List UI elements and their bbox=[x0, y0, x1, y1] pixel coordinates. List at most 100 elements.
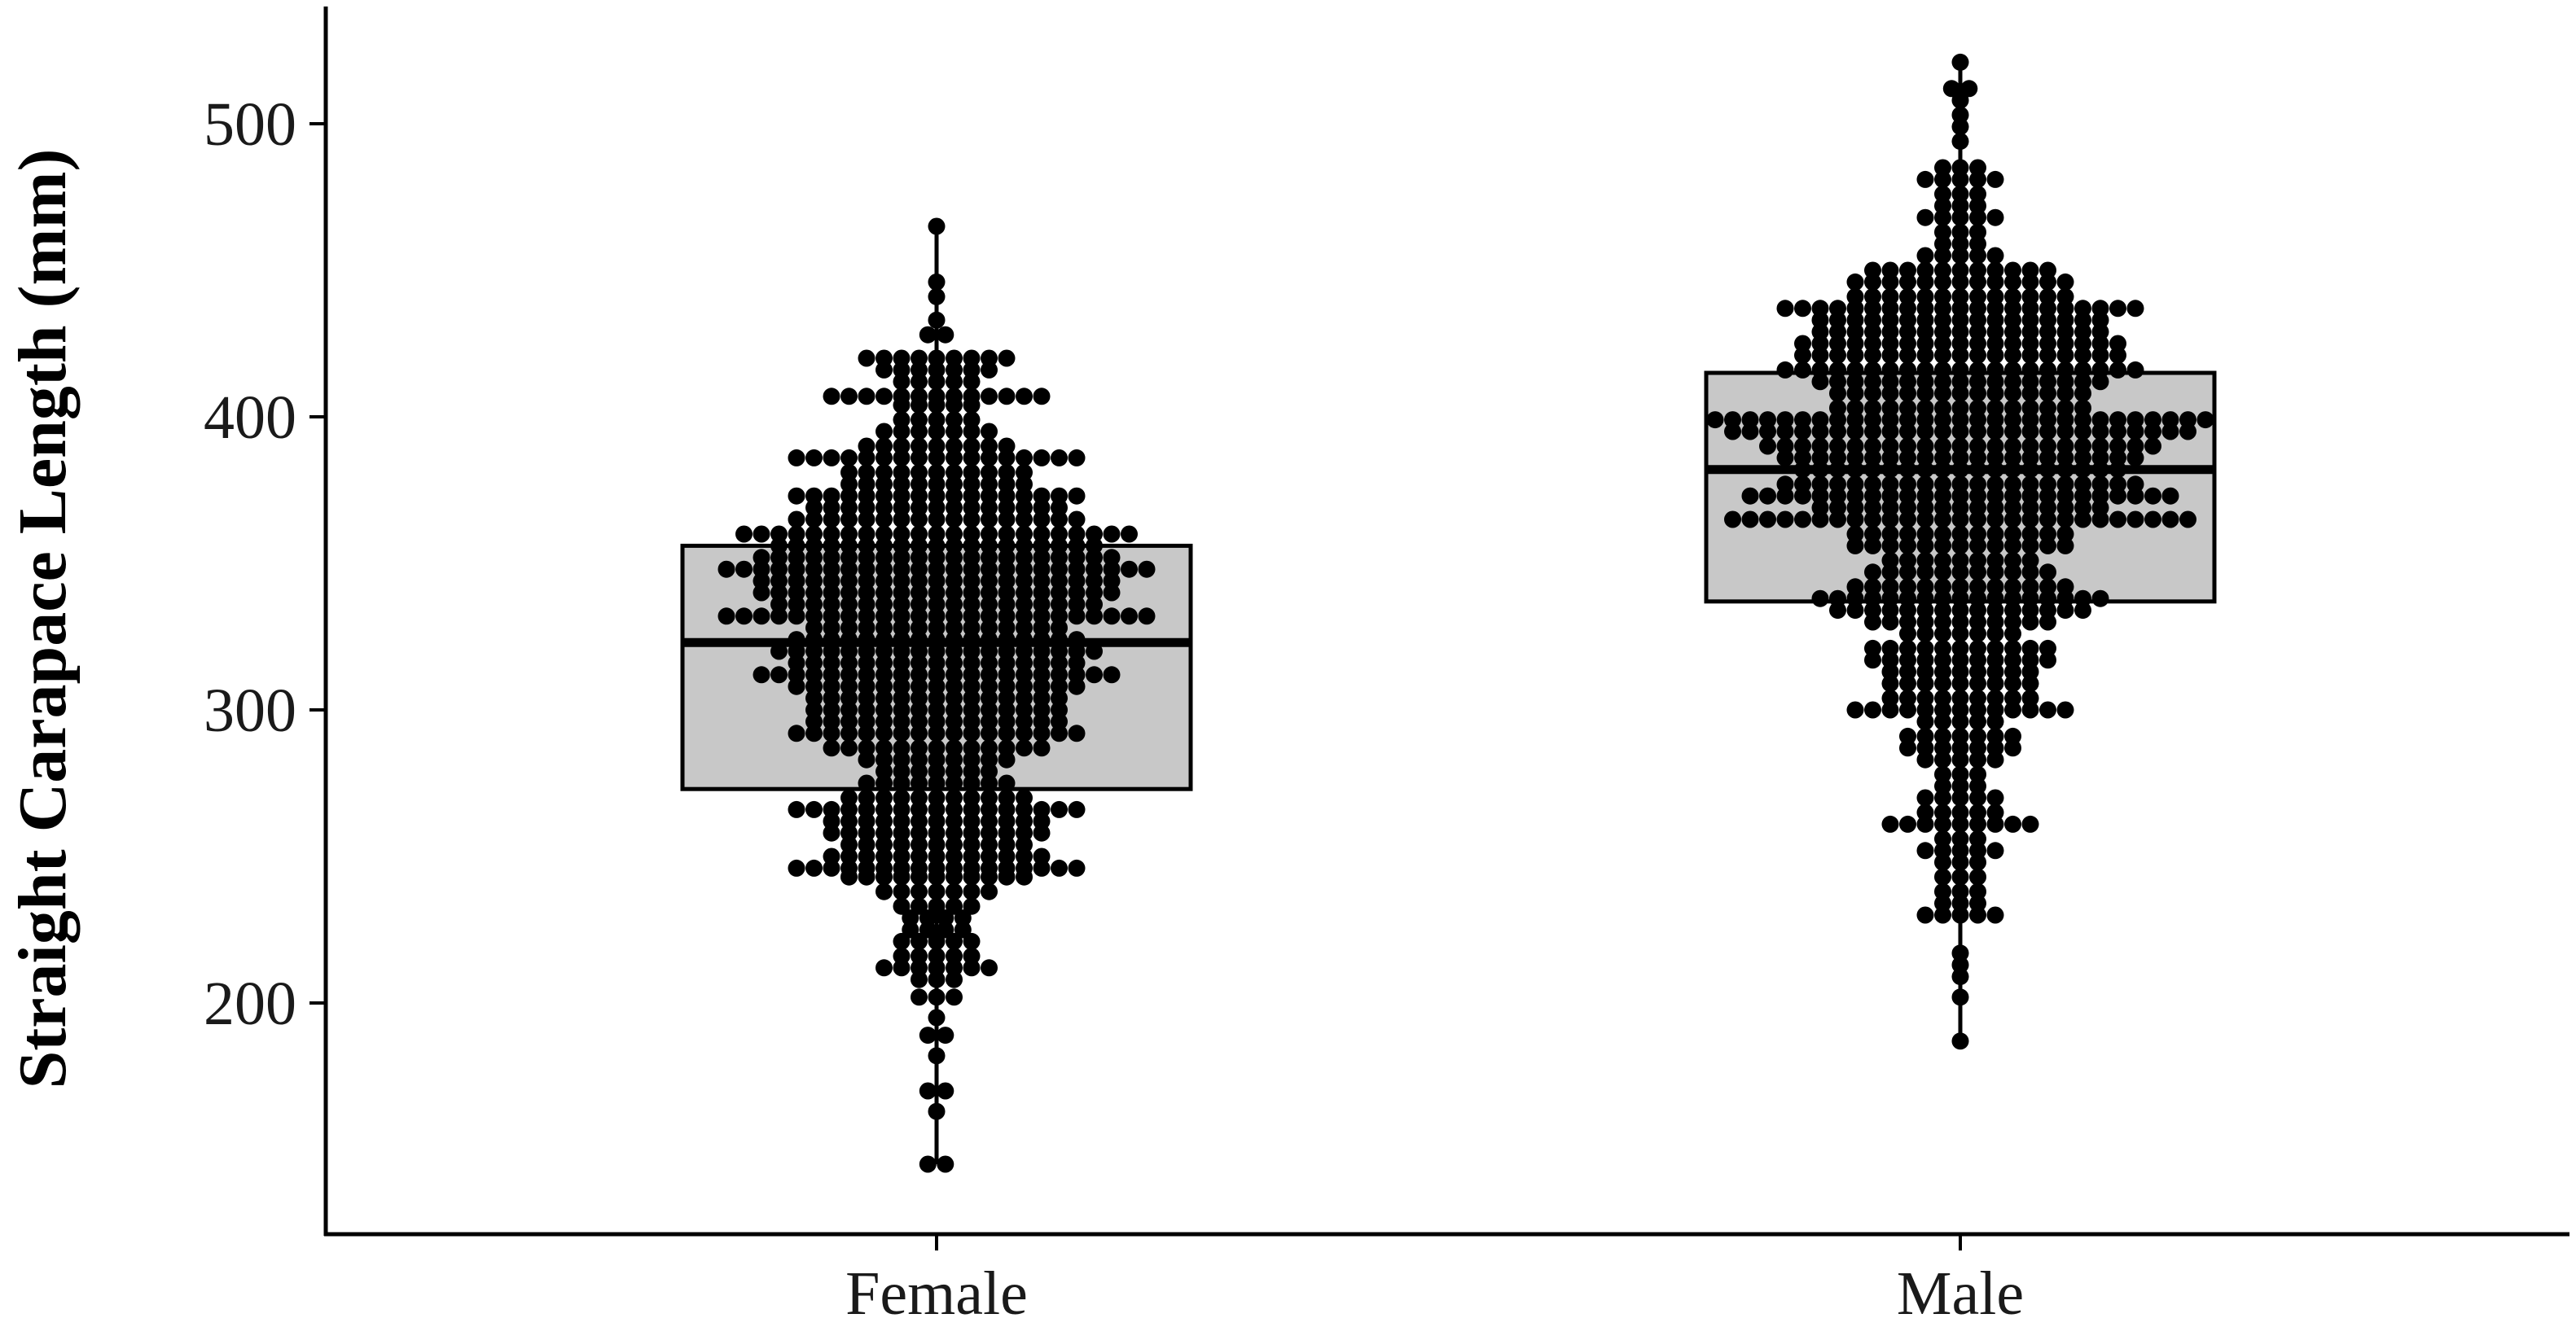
data-point-male bbox=[1934, 842, 1951, 860]
data-point-male bbox=[1951, 118, 1969, 136]
data-point-male bbox=[2074, 487, 2091, 505]
data-point-female bbox=[805, 642, 823, 660]
data-point-female bbox=[1016, 572, 1033, 590]
data-point-female bbox=[875, 712, 893, 730]
data-point-male bbox=[1759, 411, 1776, 429]
data-point-male bbox=[2144, 510, 2161, 528]
data-point-female bbox=[840, 560, 858, 578]
data-point-male bbox=[1934, 411, 1951, 429]
data-point-female bbox=[770, 549, 788, 567]
data-point-female bbox=[823, 619, 840, 637]
data-point-female bbox=[1051, 487, 1068, 505]
data-point-male bbox=[1986, 487, 2004, 505]
data-point-male bbox=[2021, 423, 2039, 440]
data-point-male bbox=[2179, 510, 2196, 528]
data-point-female bbox=[858, 701, 875, 719]
data-point-female bbox=[840, 536, 858, 554]
data-point-female bbox=[946, 677, 963, 695]
data-point-female bbox=[823, 572, 840, 590]
data-point-male bbox=[2004, 639, 2021, 657]
data-point-female bbox=[1033, 701, 1051, 719]
data-point-male bbox=[1951, 411, 1969, 429]
data-point-female bbox=[963, 423, 981, 440]
data-point-female bbox=[911, 932, 928, 950]
data-point-female bbox=[963, 499, 981, 517]
data-point-male bbox=[2056, 499, 2074, 517]
data-point-female bbox=[946, 739, 963, 757]
data-point-male bbox=[2021, 261, 2039, 279]
data-point-male bbox=[1951, 273, 1969, 291]
data-point-male bbox=[1899, 639, 1916, 657]
data-point-male bbox=[1811, 589, 1829, 607]
data-point-male bbox=[1916, 411, 1934, 429]
data-point-male bbox=[2144, 411, 2161, 429]
data-point-male bbox=[1951, 53, 1969, 71]
data-point-male bbox=[1899, 663, 1916, 681]
data-point-female bbox=[823, 536, 840, 554]
data-point-male bbox=[1916, 842, 1934, 860]
data-point-female bbox=[805, 800, 823, 818]
data-point-female bbox=[981, 690, 998, 707]
data-point-female bbox=[1016, 701, 1033, 719]
data-point-male bbox=[1916, 712, 1934, 730]
data-point-male bbox=[1969, 487, 1986, 505]
data-point-female bbox=[858, 824, 875, 842]
data-point-male bbox=[1916, 323, 1934, 341]
data-point-female bbox=[805, 631, 823, 649]
data-point-female bbox=[840, 725, 858, 742]
data-point-male bbox=[1986, 727, 2004, 745]
data-point-female bbox=[911, 882, 928, 900]
data-point-female bbox=[1051, 619, 1068, 637]
data-point-female bbox=[998, 739, 1016, 757]
data-point-male bbox=[2074, 475, 2091, 493]
data-point-female bbox=[840, 824, 858, 842]
data-point-male bbox=[1881, 475, 1899, 493]
data-point-male bbox=[1899, 287, 1916, 305]
data-point-female bbox=[1103, 560, 1121, 578]
data-point-female bbox=[928, 388, 946, 405]
data-point-female bbox=[1033, 388, 1051, 405]
data-point-female bbox=[998, 619, 1016, 637]
data-point-female bbox=[954, 921, 972, 939]
data-point-male bbox=[2039, 602, 2056, 620]
data-point-male bbox=[1916, 373, 1934, 391]
data-point-female bbox=[998, 836, 1016, 854]
data-point-male bbox=[1986, 804, 2004, 821]
data-point-female bbox=[893, 642, 911, 660]
data-point-female bbox=[840, 677, 858, 695]
data-point-female bbox=[893, 463, 911, 481]
data-point-male bbox=[1899, 361, 1916, 379]
data-point-female bbox=[1068, 525, 1086, 543]
data-point-female bbox=[840, 712, 858, 730]
data-point-female bbox=[946, 373, 963, 391]
data-point-male bbox=[2074, 499, 2091, 517]
data-point-male bbox=[2004, 461, 2021, 479]
data-point-male bbox=[2039, 361, 2056, 379]
data-point-female bbox=[1068, 560, 1086, 578]
data-point-female bbox=[805, 595, 823, 613]
data-point-female bbox=[998, 774, 1016, 792]
data-point-female bbox=[1016, 666, 1033, 684]
data-point-male bbox=[2039, 563, 2056, 581]
data-point-female bbox=[919, 1155, 937, 1173]
data-point-female bbox=[893, 947, 911, 965]
data-point-male bbox=[1846, 384, 1864, 402]
data-point-female bbox=[946, 666, 963, 684]
data-point-female bbox=[1103, 572, 1121, 590]
data-point-male bbox=[1951, 551, 1969, 569]
data-point-female bbox=[770, 666, 788, 684]
data-point-male bbox=[1881, 461, 1899, 479]
data-point-male bbox=[1846, 536, 1864, 554]
data-point-male bbox=[1829, 300, 1846, 318]
data-point-female bbox=[998, 349, 1016, 367]
data-point-male bbox=[1864, 651, 1881, 669]
data-point-female bbox=[1016, 631, 1033, 649]
data-point-male bbox=[1899, 423, 1916, 440]
data-point-male bbox=[2039, 323, 2056, 341]
data-point-male bbox=[1916, 751, 1934, 769]
data-point-female bbox=[823, 690, 840, 707]
data-point-male bbox=[1724, 411, 1741, 429]
data-point-male bbox=[1951, 712, 1969, 730]
data-point-female bbox=[1016, 619, 1033, 637]
